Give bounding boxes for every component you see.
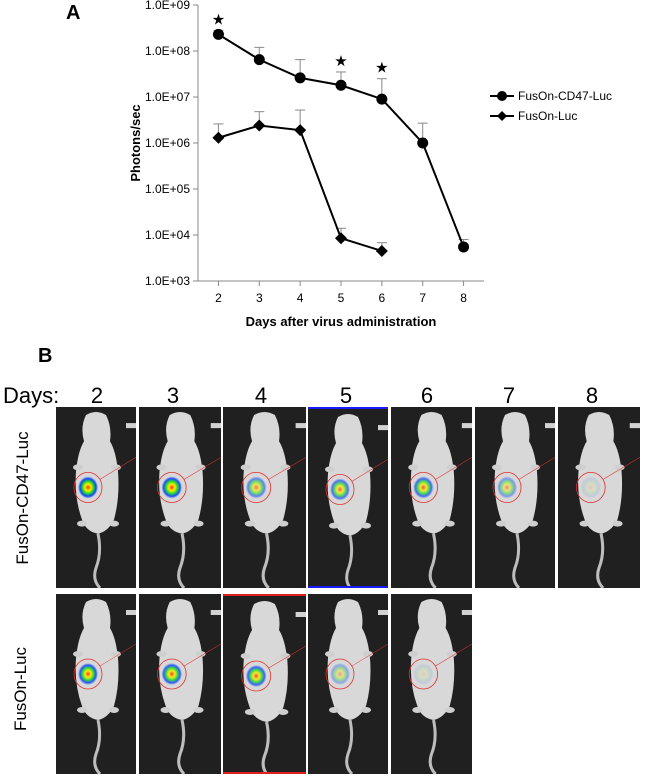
legend-marker xyxy=(497,91,507,101)
data-point xyxy=(294,72,306,84)
mouse-bioluminescence-image xyxy=(139,407,221,588)
day-label-8: 8 xyxy=(585,383,599,408)
y-tick-label: 1.0E+06 xyxy=(145,136,190,150)
days-header: Days: 2 3 4 5 6 7 8 xyxy=(0,383,650,409)
x-tick-label: 4 xyxy=(297,291,304,305)
legend-label: FusOn-Luc xyxy=(518,109,577,123)
y-tick-label: 1.0E+05 xyxy=(145,182,190,196)
x-tick-label: 8 xyxy=(460,291,467,305)
legend-marker xyxy=(497,111,507,121)
significance-star: ★ xyxy=(375,59,388,77)
day-label-6: 6 xyxy=(420,383,434,408)
data-point xyxy=(335,232,347,245)
data-point xyxy=(375,244,388,257)
mouse-bioluminescence-image xyxy=(475,407,555,588)
mouse-bioluminescence-image xyxy=(558,407,640,588)
data-point xyxy=(253,54,265,66)
day-label-3: 3 xyxy=(166,383,180,408)
y-tick-label: 1.0E+04 xyxy=(145,228,190,242)
mouse-bioluminescence-image xyxy=(56,407,136,588)
y-tick-label: 1.0E+03 xyxy=(145,274,190,288)
days-label: Days: xyxy=(3,383,60,408)
day-label-4: 4 xyxy=(254,383,268,408)
mouse-bioluminescence-image xyxy=(308,407,388,588)
day-label-7: 7 xyxy=(502,383,516,408)
panel-label-b: B xyxy=(38,345,53,367)
data-point xyxy=(458,241,470,253)
day-label-5: 5 xyxy=(339,383,353,408)
significance-star: ★ xyxy=(334,52,347,70)
data-point xyxy=(253,119,266,132)
y-tick-label: 1.0E+07 xyxy=(145,90,190,104)
photon-flux-chart: 1.0E+03 1.0E+04 1.0E+05 1.0E+06 1.0E+07 1.0E+… xyxy=(128,0,612,329)
mouse-bioluminescence-image xyxy=(391,407,472,588)
legend-label: FusOn-CD47-Luc xyxy=(518,89,612,103)
data-point xyxy=(376,93,388,105)
mouse-bioluminescence-image xyxy=(308,594,388,774)
y-axis-label: Photons/sec xyxy=(128,104,143,181)
x-tick-label: 3 xyxy=(256,291,263,305)
x-axis-label: Days after virus administration xyxy=(246,314,437,329)
day-label-2: 2 xyxy=(90,383,104,408)
x-tick-label: 7 xyxy=(419,291,426,305)
panel-label-a: A xyxy=(66,2,81,24)
y-tick-label: 1.0E+09 xyxy=(145,0,190,12)
data-point xyxy=(212,131,225,144)
mouse-bioluminescence-image xyxy=(223,594,306,774)
y-tick-label: 1.0E+08 xyxy=(145,44,190,58)
data-point xyxy=(417,137,429,149)
data-point xyxy=(212,28,224,40)
significance-star: ★ xyxy=(212,10,225,28)
mouse-bioluminescence-image xyxy=(391,594,472,774)
mouse-bioluminescence-image xyxy=(139,594,221,774)
row-label-cd47: FusOn-CD47-Luc xyxy=(13,431,32,565)
series-line-1 xyxy=(218,124,383,252)
data-point xyxy=(294,124,307,137)
x-tick-label: 6 xyxy=(379,291,386,305)
data-point xyxy=(335,79,347,91)
x-tick-label: 5 xyxy=(338,291,345,305)
mouse-bioluminescence-image xyxy=(223,407,306,588)
row-label-luc: FusOn-Luc xyxy=(11,646,30,732)
mouse-bioluminescence-image xyxy=(56,594,136,774)
x-tick-label: 2 xyxy=(215,291,222,305)
